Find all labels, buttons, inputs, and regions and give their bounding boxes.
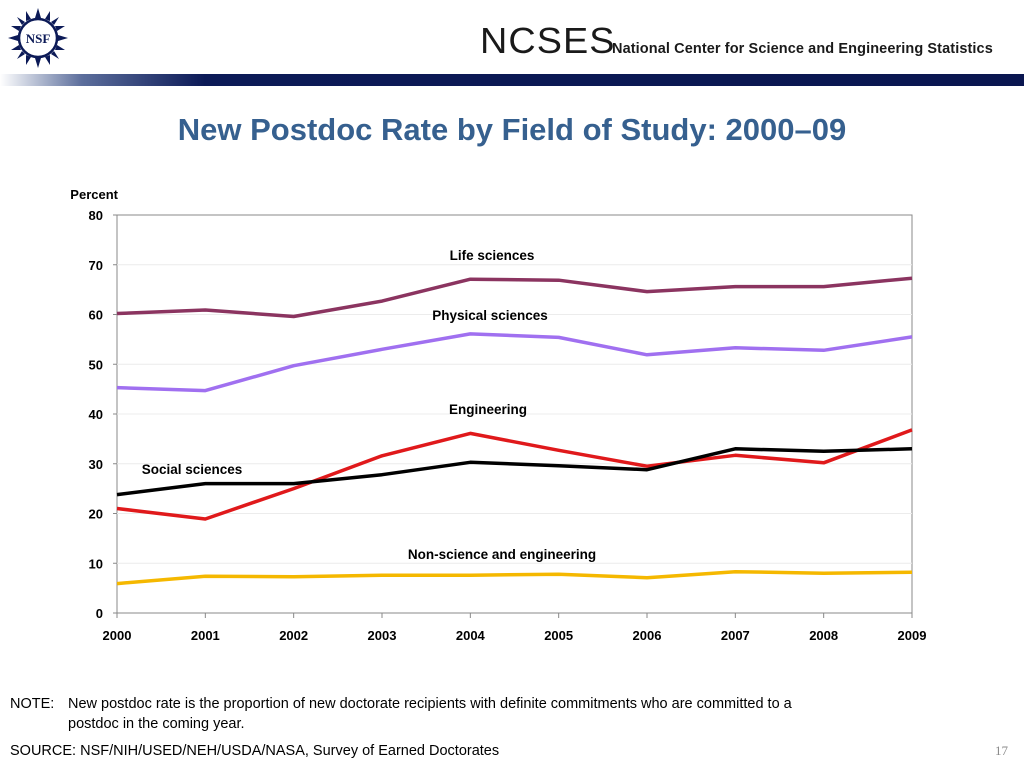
source-note: SOURCE: NSF/NIH/USED/NEH/USDA/NASA, Surv…	[10, 743, 500, 759]
nsf-logo-text: NSF	[26, 31, 51, 46]
y-tick-label: 20	[89, 507, 103, 522]
x-tick-label: 2006	[633, 628, 662, 643]
header: NSF NCSES National Center for Science an…	[0, 0, 1024, 86]
series-label-engineering: Engineering	[449, 402, 527, 417]
slide-number: 17	[995, 743, 1008, 758]
x-tick-label: 2003	[368, 628, 397, 643]
series-line-life-sciences	[116, 276, 913, 319]
series-label-physical-sciences: Physical sciences	[432, 308, 548, 323]
series-label-life-sciences: Life sciences	[450, 248, 535, 263]
x-tick-label: 2007	[721, 628, 750, 643]
note-line2: postdoc in the coming year.	[68, 716, 245, 732]
series-line-physical-sciences	[116, 332, 913, 393]
series-line-non-science-and-engineering	[116, 569, 913, 586]
y-tick-label: 30	[89, 457, 103, 472]
x-tick-label: 2005	[544, 628, 573, 643]
series-label-non-science-engineering: Non-science and engineering	[408, 547, 596, 562]
nsf-logo: NSF	[8, 8, 68, 68]
y-tick-label: 0	[96, 606, 103, 621]
ncses-wordmark: NCSES	[480, 20, 616, 61]
x-tick-label: 2004	[456, 628, 486, 643]
series-line-social-sciences	[116, 447, 913, 497]
x-tick-label: 2000	[103, 628, 132, 643]
series-label-social-sciences: Social sciences	[142, 462, 243, 477]
y-axis-ticks: 0 10 20 30 40 50 60 70 80	[89, 208, 117, 621]
y-tick-label: 50	[89, 357, 103, 372]
series-line-engineering	[116, 428, 913, 521]
note: NOTE: New postdoc rate is the proportion …	[10, 694, 990, 734]
nsf-seal-icon: NSF	[8, 8, 68, 68]
ncses-full-name: National Center for Science and Engineer…	[612, 41, 993, 57]
x-tick-label: 2001	[191, 628, 220, 643]
x-tick-label: 2002	[279, 628, 308, 643]
x-axis-ticks: 2000 2001 2002 2003 2004 2005 2006 2007 2008 2009	[103, 613, 927, 643]
y-tick-label: 70	[89, 258, 103, 273]
page-title: New Postdoc Rate by Field of Study: 2000…	[177, 112, 847, 147]
y-tick-label: 80	[89, 208, 103, 223]
y-tick-label: 60	[89, 308, 103, 323]
x-tick-label: 2008	[809, 628, 838, 643]
note-prefix: NOTE:	[10, 696, 55, 712]
x-tick-label: 2009	[898, 628, 927, 643]
y-tick-label: 40	[89, 407, 103, 422]
header-bar	[0, 74, 1024, 86]
series-lines	[116, 276, 913, 586]
y-tick-label: 10	[89, 556, 103, 571]
y-axis-label: Percent	[70, 187, 118, 202]
note-line1: New postdoc rate is the proportion of ne…	[68, 696, 792, 712]
